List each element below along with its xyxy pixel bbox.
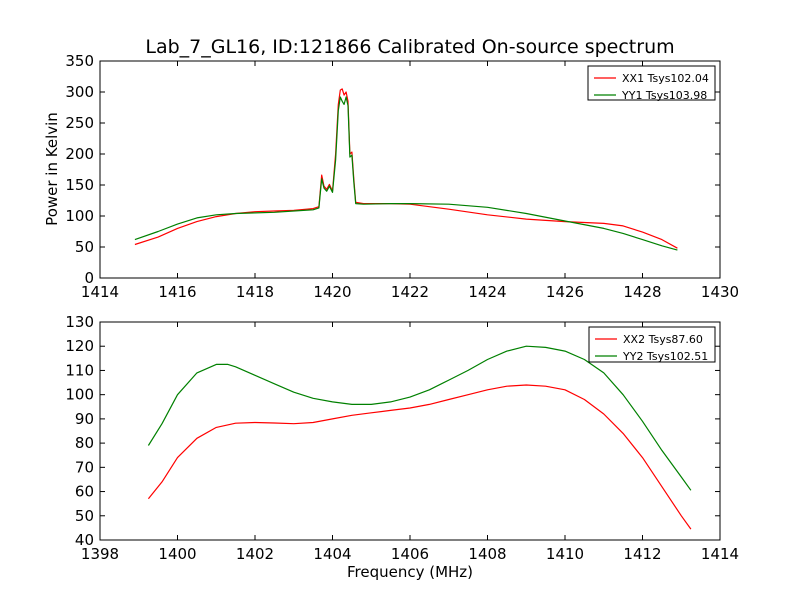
x-tick-label: 1424: [468, 283, 506, 301]
x-tick-label: 1420: [313, 283, 351, 301]
y-tick-label: 300: [65, 83, 94, 101]
bottom-axis-ticks: 1398 1400 1402 1404 1406 1408 1410 1412 1414 40 50…: [65, 313, 739, 563]
legend-entry: YY1 Tsys103.98: [621, 89, 707, 102]
y-tick-label: 130: [65, 313, 94, 331]
legend-box: [587, 65, 716, 101]
bottom-legend: XX2 Tsys87.60 YY2 Tsys102.51: [588, 326, 716, 363]
y-tick-label: 90: [75, 410, 94, 428]
y-tick-label: 350: [65, 52, 94, 70]
series-line-1: [134, 88, 678, 249]
figure-title: Lab_7_GL16, ID:121866 Calibrated On-sour…: [145, 36, 674, 58]
top-axes-frame: [99, 60, 721, 279]
x-tick-label: 1414: [701, 545, 739, 563]
bottom-axes-frame: [99, 321, 721, 541]
x-tick-label: 1422: [391, 283, 429, 301]
x-tick-label: 1402: [236, 545, 274, 563]
y-tick-label: 40: [75, 531, 94, 549]
x-tick-label: 1428: [623, 283, 661, 301]
x-tick-label: 1418: [236, 283, 274, 301]
x-tick-label: 1414: [81, 283, 119, 301]
x-tick-label: 1404: [313, 545, 351, 563]
x-tick-label: 1408: [468, 545, 506, 563]
y-tick-label: 0: [84, 269, 94, 287]
y-tick-label: 60: [75, 483, 94, 501]
bottom-subplot: 1398 1400 1402 1404 1406 1408 1410 1412 1414 40 50…: [65, 313, 739, 581]
y-tick-label: 50: [75, 238, 94, 256]
legend-entry: YY2 Tsys102.51: [622, 350, 708, 363]
top-axis-ticks: 1414 1416 1418 1420 1422 1424 1426 1428 1430 0 50 1…: [65, 52, 739, 301]
legend-entry: XX2 Tsys87.60: [623, 333, 703, 346]
top-subplot: 1414 1416 1418 1420 1422 1424 1426 1428 1430 0 50 1…: [43, 52, 739, 301]
x-tick-label: 1426: [546, 283, 584, 301]
x-tick-label: 1412: [623, 545, 661, 563]
legend-entry: XX1 Tsys102.04: [622, 72, 709, 85]
y-tick-label: 200: [65, 145, 94, 163]
y-tick-label: 70: [75, 458, 94, 476]
x-tick-label: 1398: [81, 545, 119, 563]
series-line-2: [134, 96, 678, 251]
x-tick-label: 1406: [391, 545, 429, 563]
y-tick-label: 250: [65, 114, 94, 132]
y-tick-label: 100: [65, 386, 94, 404]
y-tick-label: 100: [65, 207, 94, 225]
top-legend: XX1 Tsys102.04 YY1 Tsys103.98: [587, 65, 716, 102]
y-tick-label: 80: [75, 434, 94, 452]
x-tick-label: 1416: [158, 283, 196, 301]
x-tick-label: 1430: [701, 283, 739, 301]
series-line-2: [147, 345, 692, 491]
y-tick-label: 150: [65, 176, 94, 194]
series-line-1: [147, 384, 692, 530]
x-tick-label: 1410: [546, 545, 584, 563]
top-series-layer: [134, 88, 678, 251]
bottom-x-axis-label: Frequency (MHz): [347, 563, 473, 581]
y-tick-label: 120: [65, 337, 94, 355]
y-tick-label: 110: [65, 361, 94, 379]
y-tick-label: 50: [75, 507, 94, 525]
x-tick-label: 1400: [158, 545, 196, 563]
top-y-axis-label: Power in Kelvin: [43, 112, 61, 226]
bottom-series-layer: [147, 345, 692, 530]
